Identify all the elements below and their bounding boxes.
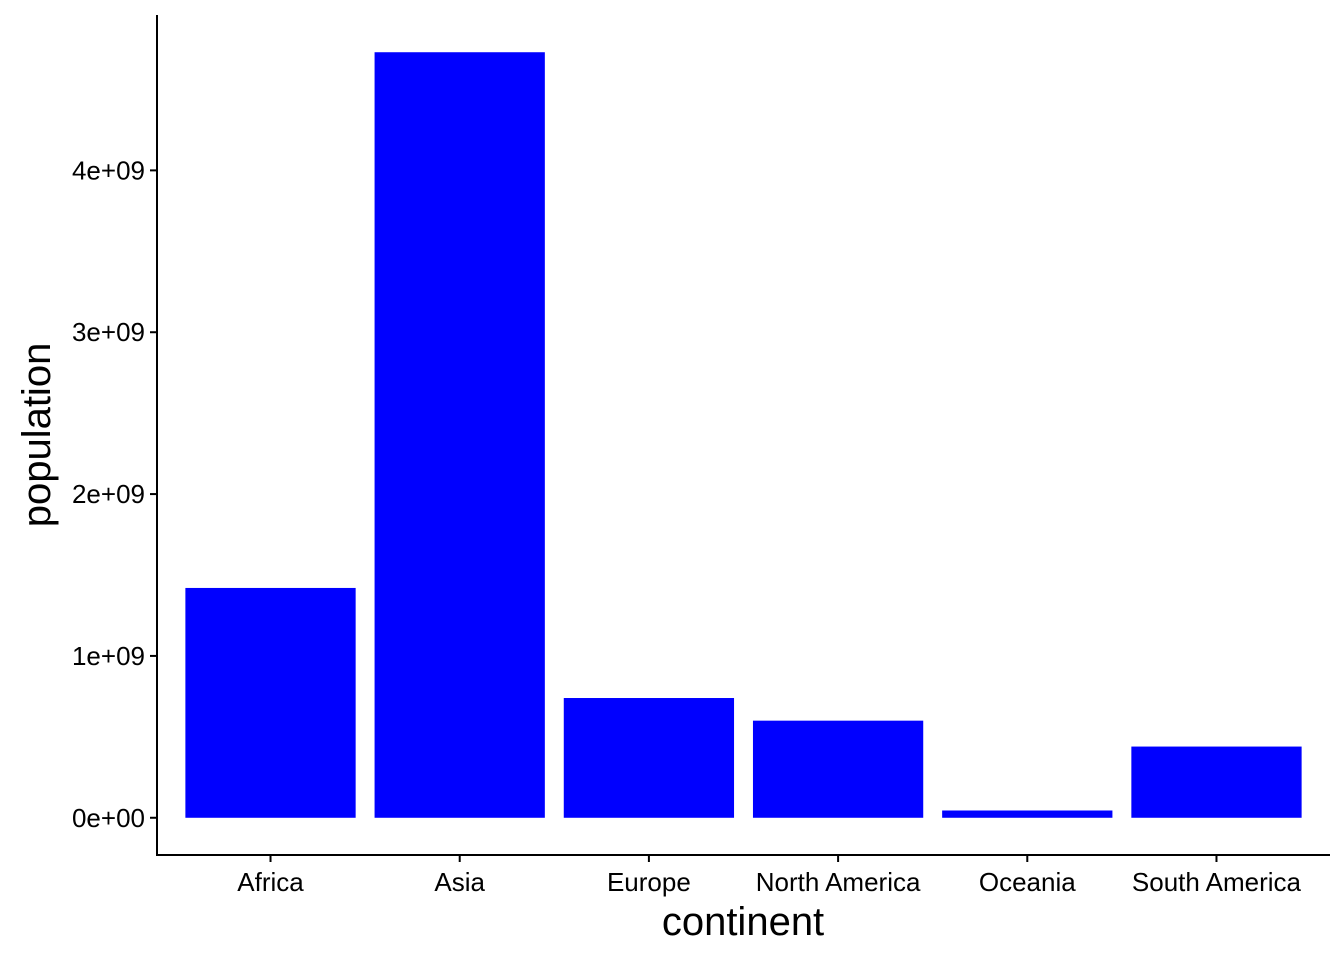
bar-south-america	[1131, 746, 1302, 818]
x-tick-label: Oceania	[979, 867, 1076, 897]
y-axis-title: population	[15, 343, 59, 528]
x-tick-label: North America	[756, 867, 921, 897]
x-tick-label: Africa	[237, 867, 304, 897]
bar-africa	[185, 587, 356, 818]
bars-group	[185, 52, 1302, 818]
y-tick-label: 0e+00	[72, 803, 145, 833]
y-axis-ticks: 0e+00 1e+09 2e+09 3e+09 4e+09	[72, 155, 157, 833]
y-tick-label: 3e+09	[72, 317, 145, 347]
x-tick-label: South America	[1132, 867, 1302, 897]
bar-asia	[374, 52, 545, 818]
x-tick-label: Europe	[607, 867, 691, 897]
y-tick-label: 1e+09	[72, 641, 145, 671]
y-tick-label: 2e+09	[72, 479, 145, 509]
bar-north-america	[752, 720, 924, 818]
y-tick-label: 4e+09	[72, 155, 145, 185]
bar-oceania	[942, 810, 1113, 818]
bar-europe	[563, 698, 735, 818]
x-axis-ticks: Africa Asia Europe North America Oceania Sout…	[237, 855, 1302, 897]
x-axis-title: continent	[662, 900, 824, 944]
x-tick-label: Asia	[434, 867, 485, 897]
